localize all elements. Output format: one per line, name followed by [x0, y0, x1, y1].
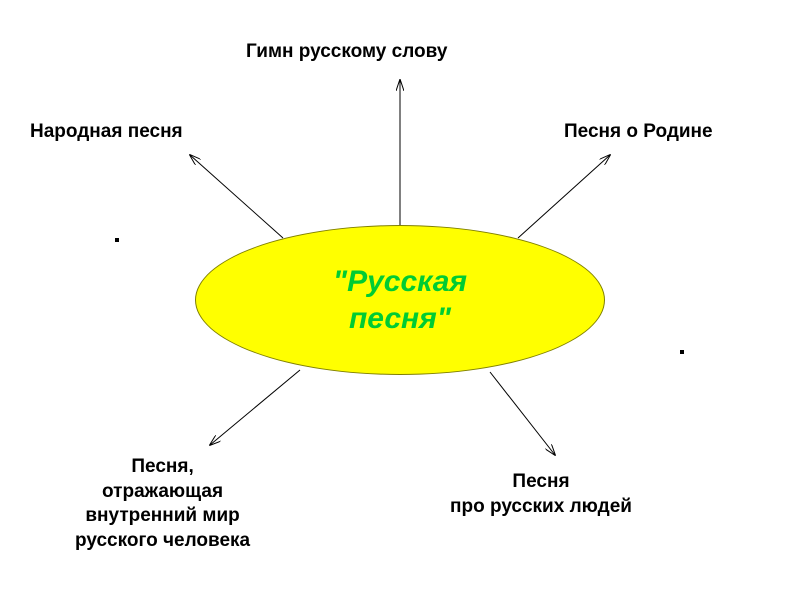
center-ellipse: "Русская песня": [195, 225, 605, 375]
arrow-bottom_right: [490, 372, 555, 455]
node-top_right: Песня о Родине: [564, 120, 713, 145]
arrow-bottom_left: [210, 370, 300, 445]
diagram-canvas: "Русская песня" Гимн русскому слову Народ…: [0, 0, 800, 600]
arrow-top_right: [518, 155, 610, 238]
node-bottom_right: Песня про русских людей: [450, 470, 632, 519]
dot-1: [680, 350, 684, 354]
node-top_left: Народная песня: [30, 120, 183, 145]
node-bottom_left: Песня, отражающая внутренний мир русског…: [75, 455, 250, 554]
arrow-top_left: [190, 155, 283, 238]
dot-0: [115, 238, 119, 242]
node-top: Гимн русскому слову: [246, 40, 447, 65]
center-label: "Русская песня": [333, 263, 467, 338]
